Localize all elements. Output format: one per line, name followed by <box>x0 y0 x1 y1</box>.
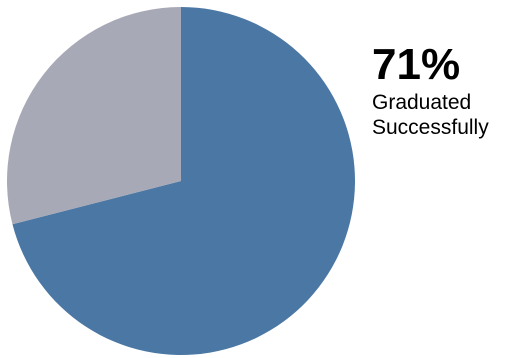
callout-label-line-2: Successfully <box>372 116 489 139</box>
callout-label-line-1: Graduated <box>372 91 472 114</box>
pie-slice-1 <box>12 7 355 356</box>
pie-slice-2 <box>7 7 182 225</box>
callout-percentage: 71% <box>372 40 461 89</box>
chart-callout: 71% Graduated Successfully <box>372 40 489 140</box>
